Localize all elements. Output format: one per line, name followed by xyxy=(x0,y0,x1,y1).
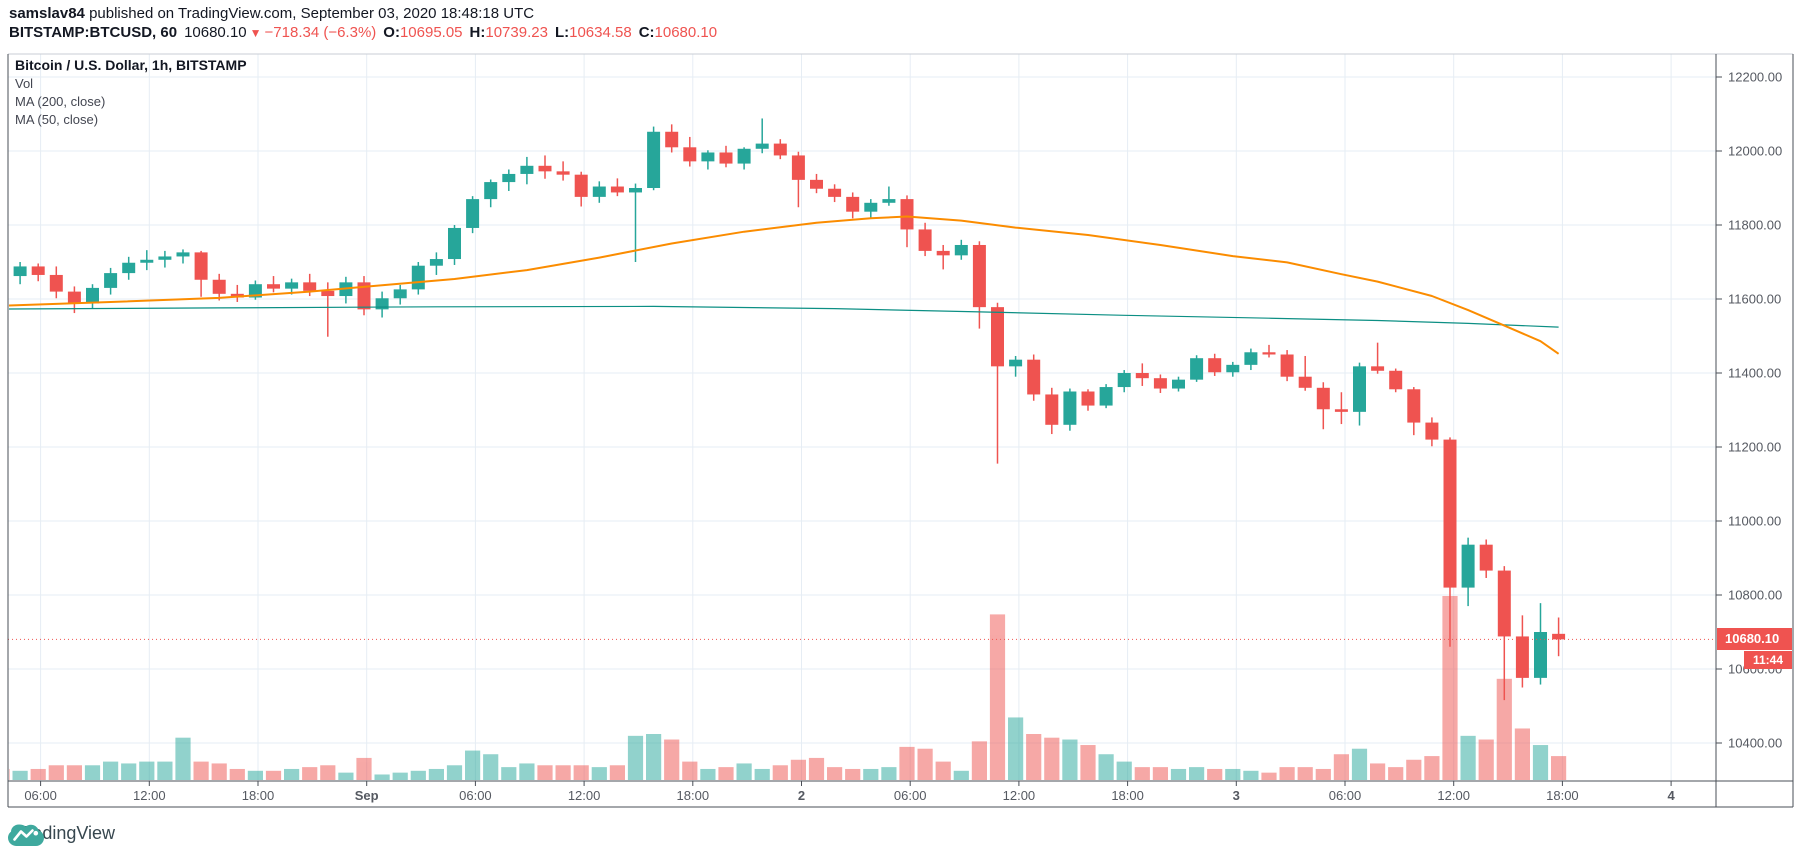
time-axis-label: 12:00 xyxy=(133,788,166,803)
time-axis-label: 18:00 xyxy=(242,788,275,803)
candlesticks xyxy=(13,118,1566,701)
time-axis-label: 06:00 xyxy=(894,788,927,803)
down-arrow-icon: ▼ xyxy=(249,26,262,40)
time-axis-label: 06:00 xyxy=(24,788,57,803)
ma50-line xyxy=(9,215,1560,355)
bar-countdown-badge: 11:44 xyxy=(1744,651,1792,669)
tradingview-logo-icon xyxy=(8,824,44,846)
high-label: H: xyxy=(469,24,486,41)
time-axis-label: 12:00 xyxy=(1003,788,1036,803)
price-axis-label: 11200.00 xyxy=(1728,440,1781,455)
time-axis-label: 4 xyxy=(1667,788,1675,803)
legend-ma50: MA (50, close) xyxy=(15,112,99,127)
last-price-badge: 10680.10 xyxy=(1717,628,1792,650)
ma200-line xyxy=(9,305,1559,328)
time-axis-label: 12:00 xyxy=(568,788,601,803)
price-axis-label: 11400.00 xyxy=(1728,366,1781,381)
high-value: 10739.23 xyxy=(485,24,548,41)
time-axis-label: 06:00 xyxy=(459,788,492,803)
time-axis-label: 18:00 xyxy=(1111,788,1144,803)
legend-volume: Vol xyxy=(15,76,34,91)
username: samslav84 xyxy=(9,5,85,22)
close-label: C: xyxy=(638,24,655,41)
time-axis-label: 18:00 xyxy=(1546,788,1579,803)
open-value: 10695.05 xyxy=(399,24,463,41)
pane-borders xyxy=(7,53,1794,808)
last-price: 10680.10 xyxy=(184,24,247,41)
price-axis-label: 11800.00 xyxy=(1728,218,1781,233)
price-axis-label: 12000.00 xyxy=(1728,144,1782,159)
time-axis-label: Sep xyxy=(355,788,379,803)
symbol-interval: BITSTAMP:BTCUSD, 60 xyxy=(9,24,178,41)
legend-symbol-title: Bitcoin / U.S. Dollar, 1h, BITSTAMP xyxy=(15,57,247,73)
low-label: L: xyxy=(554,24,570,41)
close-value: 10680.10 xyxy=(654,24,718,41)
price-axis-label: 11000.00 xyxy=(1728,514,1781,529)
price-axis[interactable]: 12200.00 12000.00 11800.00 11600.00 11400.00… xyxy=(1716,70,1782,751)
tradingview-logo[interactable]: TradingView xyxy=(8,823,115,846)
plot-area[interactable] xyxy=(0,118,1567,780)
price-axis-label: 11600.00 xyxy=(1728,292,1781,307)
price-change: −718.34 (−6.3%) xyxy=(264,24,377,41)
time-axis-label: 18:00 xyxy=(677,788,710,803)
volume-bars xyxy=(9,596,1567,780)
time-axis[interactable]: 06:00 12:00 18:00 Sep 06:00 12:00 18:00 2 06:00 1… xyxy=(24,781,1675,803)
time-axis-label: 06:00 xyxy=(1329,788,1362,803)
time-axis-label: 3 xyxy=(1233,788,1240,803)
chart-legend[interactable]: Bitcoin / U.S. Dollar, 1h, BITSTAMP Vol … xyxy=(15,57,247,127)
legend-ma200: MA (200, close) xyxy=(15,94,106,109)
time-axis-label: 2 xyxy=(798,788,805,803)
price-axis-label: 10400.00 xyxy=(1728,736,1782,751)
price-axis-label: 12200.00 xyxy=(1728,70,1782,85)
low-value: 10634.58 xyxy=(569,24,632,41)
publish-text: published on TradingView.com, September … xyxy=(84,5,535,22)
grid-lines xyxy=(8,54,1716,781)
symbol-ohlc-bar: BITSTAMP:BTCUSD, 60 10680.10 ▼ −718.34 (−6.… xyxy=(9,24,717,41)
open-label: O: xyxy=(383,24,400,41)
publish-info: samslav84 published on TradingView.com, … xyxy=(9,5,534,22)
time-axis-label: 12:00 xyxy=(1437,788,1470,803)
price-axis-label: 10800.00 xyxy=(1728,588,1782,603)
